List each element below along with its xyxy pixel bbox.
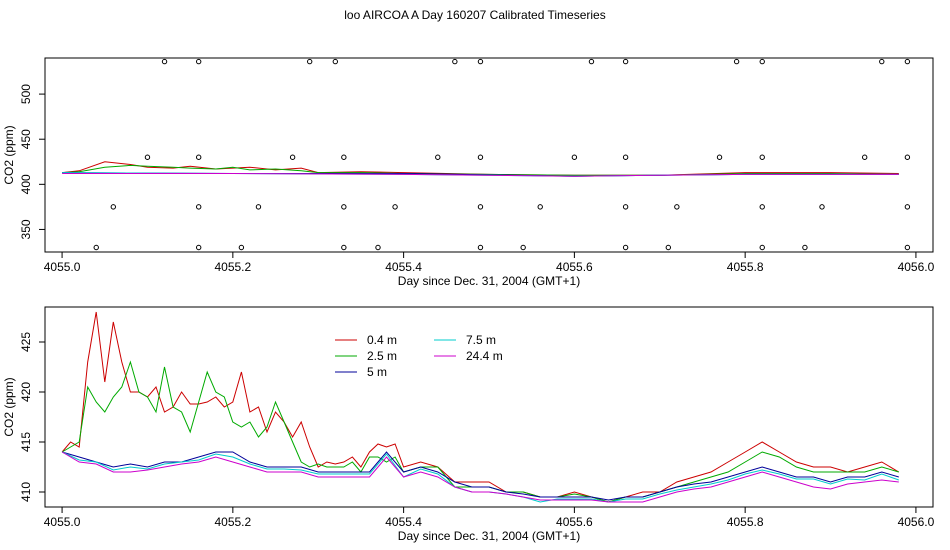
marker-point xyxy=(392,204,398,210)
y-tick-label: 425 xyxy=(19,332,33,352)
marker-point xyxy=(477,204,484,210)
marker-point xyxy=(341,204,347,210)
chart-title: loo AIRCOA A Day 160207 Calibrated Times… xyxy=(344,8,605,22)
y-tick-label: 350 xyxy=(19,219,33,239)
marker-point xyxy=(477,58,484,65)
marker-point xyxy=(238,244,245,251)
marker-point xyxy=(674,204,680,210)
marker-point xyxy=(733,58,740,65)
marker-point xyxy=(289,154,296,160)
series-line-4 xyxy=(61,451,899,503)
series-line-3 xyxy=(61,451,899,503)
marker-point xyxy=(537,204,543,210)
legend-label: 0.4 m xyxy=(367,333,397,347)
legend-label: 2.5 m xyxy=(367,349,397,363)
marker-point xyxy=(759,204,765,210)
series-line-0 xyxy=(61,311,900,503)
marker-point xyxy=(802,244,808,251)
lower-chart-panel: 4055.0 4055.2 4055.4 4055.6 4055.8 4056.0 410 4… xyxy=(2,306,935,543)
x-tick-label: 4055.4 xyxy=(385,515,422,529)
marker-point xyxy=(759,244,765,251)
legend-label: 24.4 m xyxy=(466,349,503,363)
x-tick-label: 4055.6 xyxy=(556,260,593,274)
marker-point xyxy=(520,244,526,251)
marker-point xyxy=(306,58,313,65)
marker-point xyxy=(195,58,202,65)
marker-point xyxy=(904,204,911,210)
marker-point xyxy=(195,244,202,251)
marker-point xyxy=(588,58,595,65)
marker-point xyxy=(161,58,168,65)
series-line-1 xyxy=(61,360,899,503)
marker-point xyxy=(93,244,99,251)
y-tick-label: 415 xyxy=(19,432,33,452)
marker-point xyxy=(861,154,868,160)
marker-point xyxy=(341,154,347,160)
marker-point xyxy=(622,244,629,251)
marker-point xyxy=(622,58,629,65)
marker-point xyxy=(879,58,885,65)
x-tick-label: 4055.0 xyxy=(44,260,81,274)
x-tick-label: 4056.0 xyxy=(898,260,935,274)
marker-point xyxy=(144,154,151,160)
marker-point xyxy=(571,154,578,160)
marker-point xyxy=(477,154,484,160)
marker-point xyxy=(255,204,262,210)
marker-point xyxy=(195,204,202,210)
marker-point xyxy=(341,244,347,251)
series-line-4 xyxy=(62,173,899,177)
x-tick-label: 4055.0 xyxy=(44,515,81,529)
y-axis-label: CO2 (ppm) xyxy=(2,377,16,436)
marker-point xyxy=(375,244,381,251)
marker-point xyxy=(435,154,441,160)
marker-point xyxy=(622,204,629,210)
marker-point xyxy=(904,58,911,65)
marker-point xyxy=(759,58,765,65)
marker-point xyxy=(452,58,458,65)
y-tick-label: 400 xyxy=(19,174,33,194)
marker-point xyxy=(110,204,117,210)
x-tick-label: 4055.4 xyxy=(385,260,422,274)
marker-point xyxy=(904,244,911,251)
marker-point xyxy=(716,154,723,160)
x-tick-label: 4055.8 xyxy=(727,515,764,529)
x-tick-label: 4055.2 xyxy=(214,260,251,274)
legend-label: 7.5 m xyxy=(466,333,496,347)
marker-point xyxy=(195,154,202,160)
upper-chart-panel: 4055.0 4055.2 4055.4 4055.6 4055.8 4056.0 350 4… xyxy=(2,57,935,288)
x-tick-label: 4056.0 xyxy=(898,515,935,529)
marker-point xyxy=(477,244,484,251)
y-tick-label: 450 xyxy=(19,129,33,149)
x-axis-label: Day since Dec. 31, 2004 (GMT+1) xyxy=(398,529,580,543)
marker-point xyxy=(904,154,911,160)
plot-frame xyxy=(44,306,934,508)
marker-point xyxy=(332,58,339,65)
legend-label: 5 m xyxy=(367,365,387,379)
marker-point xyxy=(665,244,672,251)
series-line-2 xyxy=(61,451,899,501)
y-tick-label: 410 xyxy=(19,482,33,502)
marker-point xyxy=(759,154,765,160)
plot-frame xyxy=(44,57,934,253)
marker-point xyxy=(819,204,825,210)
y-tick-label: 420 xyxy=(19,382,33,402)
x-axis-label: Day since Dec. 31, 2004 (GMT+1) xyxy=(398,274,580,288)
x-tick-label: 4055.8 xyxy=(727,260,764,274)
marker-point xyxy=(622,154,629,160)
x-tick-label: 4055.2 xyxy=(214,515,251,529)
y-axis-label: CO2 (ppm) xyxy=(2,125,16,184)
y-tick-label: 500 xyxy=(19,84,33,104)
x-tick-label: 4055.6 xyxy=(556,515,593,529)
